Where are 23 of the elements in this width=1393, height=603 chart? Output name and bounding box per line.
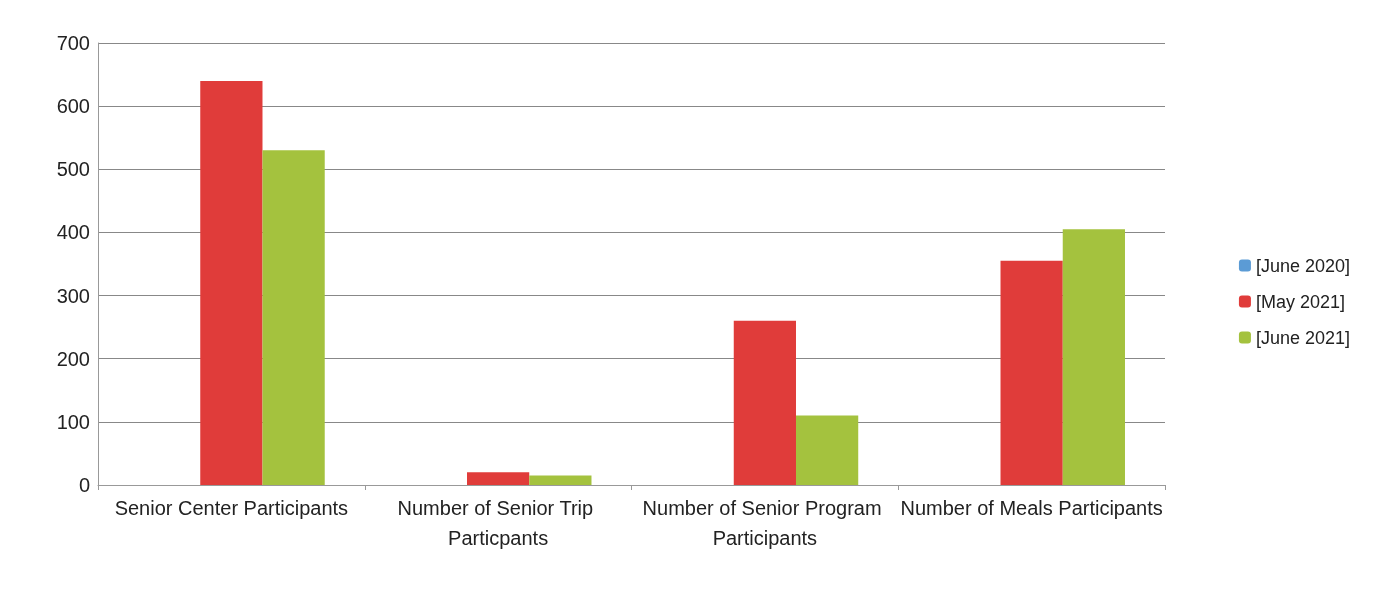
bar: [529, 475, 592, 485]
bar: [733, 320, 796, 485]
y-tick-label: 600: [56, 95, 90, 118]
bar: [1062, 229, 1125, 485]
legend-label: [June 2021]: [1255, 327, 1350, 348]
bar: [1000, 260, 1063, 485]
y-tick-label: 200: [56, 347, 90, 370]
y-tick-label: 500: [56, 158, 90, 181]
y-tick-label: 0: [78, 474, 90, 496]
x-tick-label: Number of Senior Program Participants: [642, 497, 888, 549]
legend-label: [June 2020]: [1255, 255, 1350, 276]
y-tick-label: 700: [56, 32, 90, 54]
y-tick-label: 300: [56, 284, 90, 307]
bar: [200, 80, 263, 485]
y-tick-label: 100: [56, 410, 90, 433]
x-tick-label: Number of Meals Participants: [900, 497, 1163, 519]
x-tick-label: Senior Center Participants: [114, 497, 349, 519]
bar: [796, 415, 859, 485]
x-tick-label: Number of Senior Trip Particpants: [397, 497, 599, 549]
y-tick-label: 400: [56, 221, 90, 244]
bar: [262, 150, 325, 485]
legend-label: [May 2021]: [1255, 291, 1345, 312]
bar: [467, 472, 530, 485]
